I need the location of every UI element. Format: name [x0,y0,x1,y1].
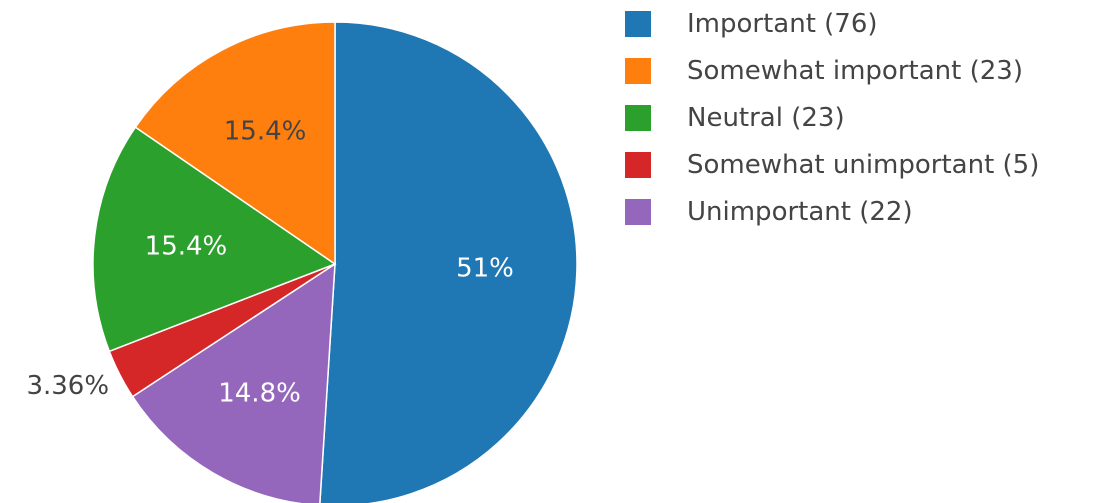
pie-slices [92,21,578,503]
legend[interactable]: Important (76) Somewhat important (23) Neu… [625,9,1039,227]
legend-label: Unimportant (22) [687,197,913,227]
legend-item-important[interactable]: Important (76) [625,9,878,39]
legend-swatch [625,11,651,37]
legend-item-unimportant[interactable]: Unimportant (22) [625,197,913,227]
legend-label: Somewhat important (23) [687,56,1023,86]
legend-swatch [625,199,651,225]
legend-item-somewhat-unimportant[interactable]: Somewhat unimportant (5) [625,150,1039,180]
pie-slice-neutral[interactable] [92,126,337,353]
legend-swatch [625,105,651,131]
legend-label: Somewhat unimportant (5) [687,150,1039,180]
pie-slice-labels: 51% 14.8% 3.36% 15.4% 15.4% [26,116,513,408]
slice-label-neutral: 15.4% [145,232,228,262]
pie-slice-somewhat-important[interactable] [134,21,336,266]
slice-label-somewhat-important: 15.4% [224,116,307,146]
pie-slice-important[interactable] [319,21,578,503]
legend-swatch [625,58,651,84]
slice-label-important: 51% [456,254,514,284]
pie-slice-unimportant[interactable] [131,262,336,503]
legend-item-somewhat-important[interactable]: Somewhat important (23) [625,56,1023,86]
slice-label-unimportant: 14.8% [218,379,301,409]
slice-label-somewhat-unimportant: 3.36% [26,371,109,401]
legend-swatch [625,152,651,178]
legend-label: Neutral (23) [687,103,845,133]
legend-label: Important (76) [687,9,878,39]
legend-item-neutral[interactable]: Neutral (23) [625,103,845,133]
